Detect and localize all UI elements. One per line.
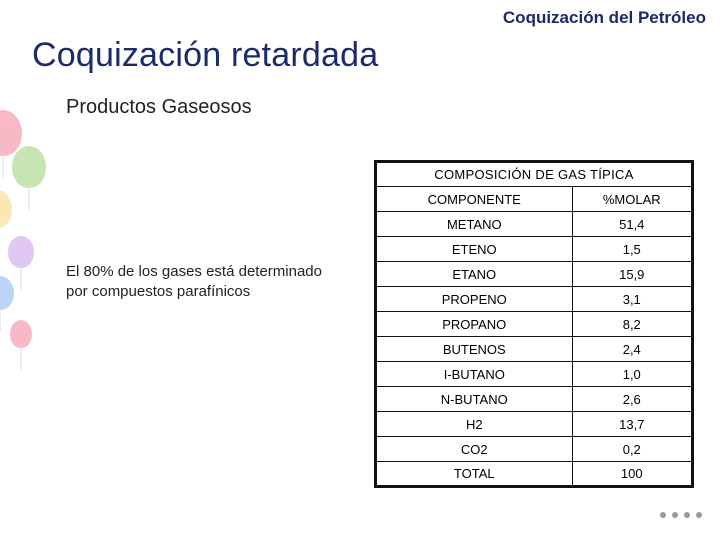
table-row: PROPENO3,1 <box>376 287 693 312</box>
table-body: METANO51,4ETENO1,5ETANO15,9PROPENO3,1PRO… <box>376 212 693 487</box>
table-cell-component: I-BUTANO <box>376 362 573 387</box>
table-cell-component: ETANO <box>376 262 573 287</box>
balloon-icon <box>0 276 14 310</box>
table-row: CO20,2 <box>376 437 693 462</box>
table-cell-value: 2,4 <box>572 337 692 362</box>
table-cell-component: METANO <box>376 212 573 237</box>
balloon-icon <box>0 190 12 228</box>
table-row: H213,7 <box>376 412 693 437</box>
footer-decor-dots <box>660 512 702 518</box>
page-title: Coquización retardada <box>32 36 378 75</box>
table-row: TOTAL100 <box>376 462 693 487</box>
table-row: ETENO1,5 <box>376 237 693 262</box>
table-cell-component: PROPANO <box>376 312 573 337</box>
table-row: I-BUTANO1,0 <box>376 362 693 387</box>
table-row: BUTENOS2,4 <box>376 337 693 362</box>
table-cell-value: 13,7 <box>572 412 692 437</box>
body-caption: El 80% de los gases está determinado por… <box>66 262 326 302</box>
table-cell-value: 3,1 <box>572 287 692 312</box>
table-col-header: %MOLAR <box>572 187 692 212</box>
balloon-icon <box>8 236 34 268</box>
table-row: N-BUTANO2,6 <box>376 387 693 412</box>
table-cell-component: ETENO <box>376 237 573 262</box>
table-cell-component: N-BUTANO <box>376 387 573 412</box>
balloon-icon <box>10 320 32 348</box>
table-cell-component: BUTENOS <box>376 337 573 362</box>
table-cell-component: CO2 <box>376 437 573 462</box>
table-cell-value: 100 <box>572 462 692 487</box>
table-cell-value: 8,2 <box>572 312 692 337</box>
table-row: PROPANO8,2 <box>376 312 693 337</box>
table-cell-value: 1,5 <box>572 237 692 262</box>
balloon-icon <box>0 110 22 156</box>
table-col-header: COMPONENTE <box>376 187 573 212</box>
table-cell-value: 51,4 <box>572 212 692 237</box>
table-cell-component: TOTAL <box>376 462 573 487</box>
table-title: COMPOSICIÓN DE GAS TÍPICA <box>376 162 693 187</box>
table-cell-value: 2,6 <box>572 387 692 412</box>
header-topic: Coquización del Petróleo <box>503 8 706 28</box>
table-cell-value: 15,9 <box>572 262 692 287</box>
balloon-icon <box>12 146 46 188</box>
table-cell-component: PROPENO <box>376 287 573 312</box>
table-cell-value: 1,0 <box>572 362 692 387</box>
table-row: METANO51,4 <box>376 212 693 237</box>
table-cell-value: 0,2 <box>572 437 692 462</box>
table-cell-component: H2 <box>376 412 573 437</box>
gas-composition-table: COMPOSICIÓN DE GAS TÍPICA COMPONENTE %MO… <box>374 160 694 488</box>
table-row: ETANO15,9 <box>376 262 693 287</box>
section-subtitle: Productos Gaseosos <box>66 96 252 119</box>
decorative-balloons <box>0 100 62 480</box>
